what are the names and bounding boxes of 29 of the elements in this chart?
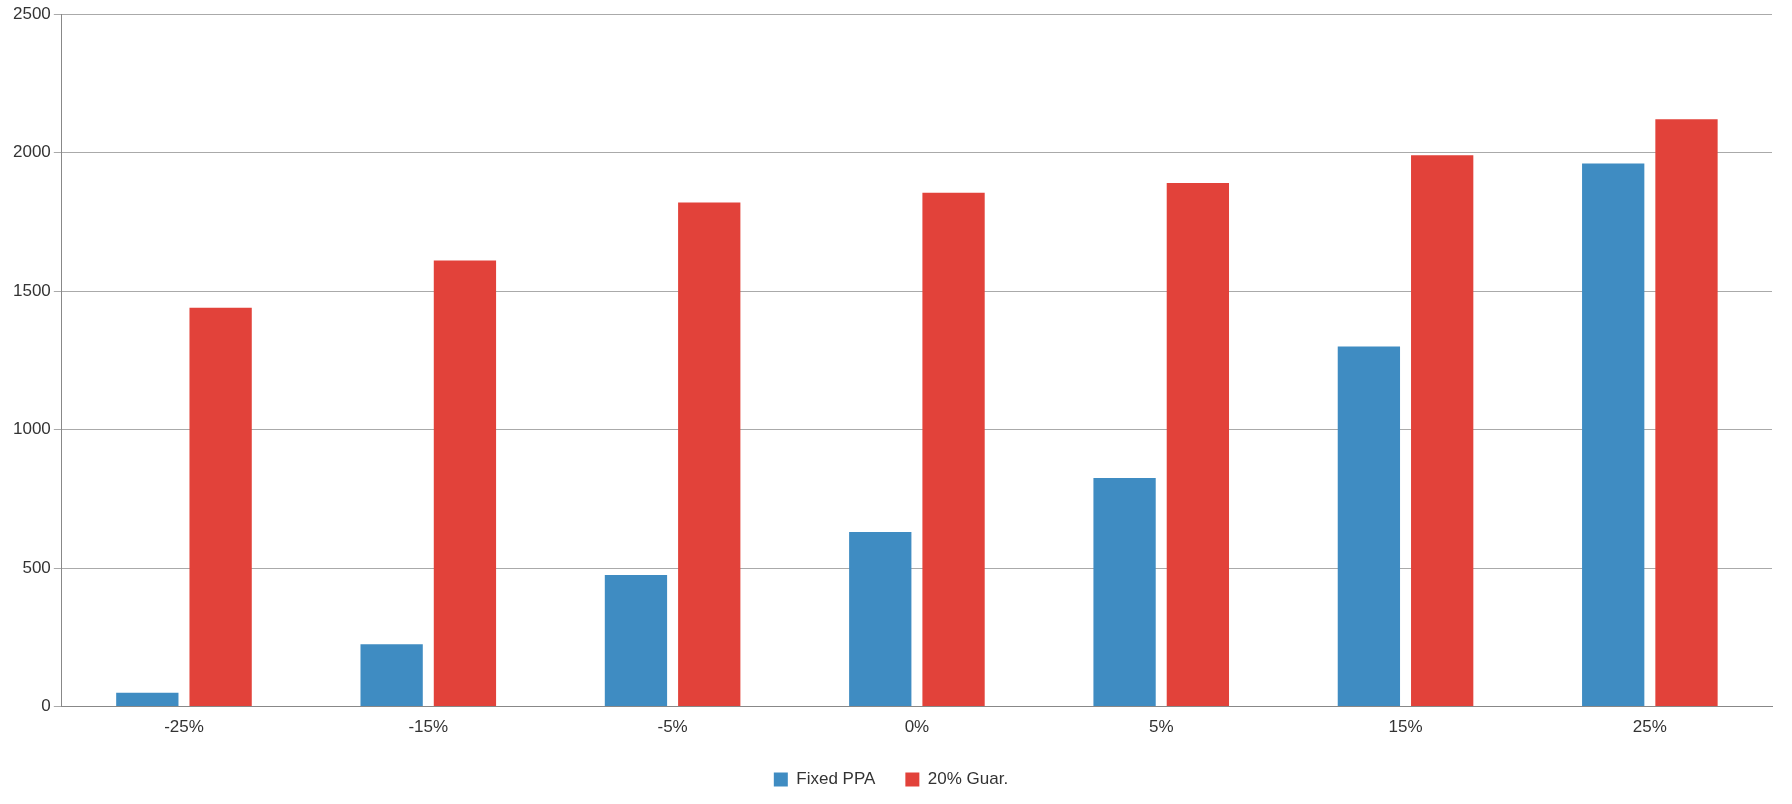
- y-tick-label: 500: [22, 557, 51, 577]
- bar: [360, 644, 423, 707]
- x-tick-label: 25%: [1632, 717, 1667, 737]
- x-tick-label: 5%: [1148, 717, 1174, 737]
- bar: [433, 260, 497, 707]
- y-tick-label: 2000: [12, 142, 51, 162]
- bar: [678, 202, 741, 707]
- bar: [1166, 182, 1230, 707]
- bar: [116, 692, 179, 707]
- bar: [1582, 163, 1645, 707]
- x-tick-label: -25%: [164, 717, 204, 737]
- bar: [1655, 119, 1718, 707]
- bar: [849, 532, 912, 707]
- bar: [1093, 478, 1156, 707]
- y-tick-label: 0: [41, 696, 51, 716]
- x-tick-label: 15%: [1388, 717, 1423, 737]
- y-tick-label: 2500: [12, 3, 51, 23]
- y-tick-label: 1000: [12, 419, 51, 439]
- y-tick-label: 1500: [12, 280, 51, 300]
- x-tick-label: -5%: [657, 717, 688, 737]
- bar: [1337, 346, 1401, 707]
- legend-label: 20% Guar.: [927, 769, 1009, 789]
- bar: [189, 307, 252, 707]
- bar: [1411, 155, 1474, 707]
- x-tick-label: -15%: [408, 717, 449, 737]
- bar: [922, 192, 985, 707]
- bar: [604, 575, 668, 707]
- legend-label: Fixed PPA: [796, 769, 877, 789]
- x-tick-label: 0%: [904, 717, 930, 737]
